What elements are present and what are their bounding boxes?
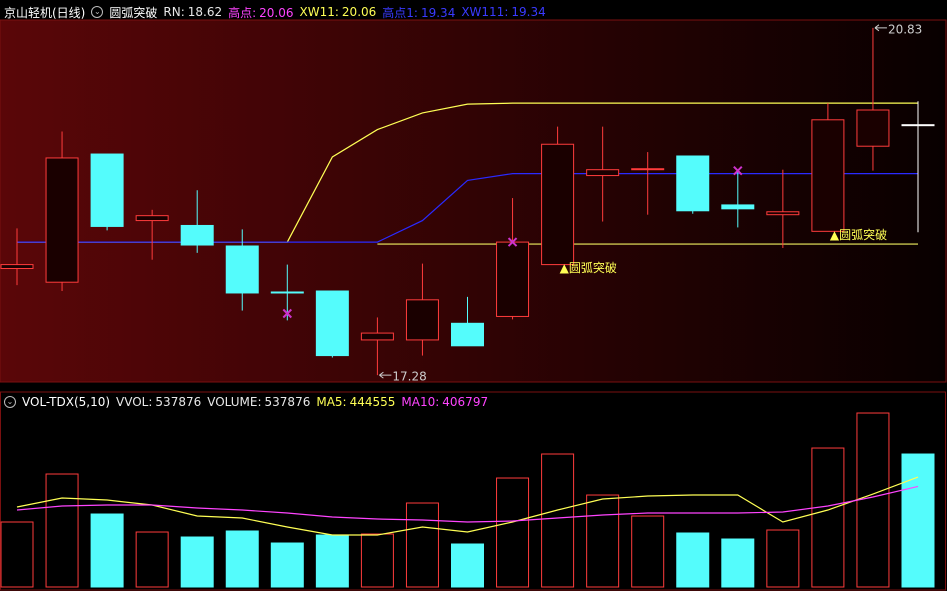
- volume-bar: [586, 494, 620, 588]
- legend-item: RN: 18.62: [163, 5, 222, 19]
- volume-bar: [766, 529, 800, 588]
- legend-value: 18.62: [187, 5, 223, 19]
- indicator-icon: ⌄: [4, 396, 16, 408]
- candle-body: [856, 109, 890, 147]
- volume-bar: [0, 521, 34, 588]
- volume-bar: [901, 453, 935, 588]
- legend-name: MA5:: [316, 395, 347, 409]
- candle-body: [45, 157, 79, 283]
- cross-mark: [507, 237, 518, 247]
- volume-bar: [45, 473, 79, 588]
- legend-name: VVOL:: [116, 395, 153, 409]
- volume-bar: [496, 477, 530, 588]
- legend-item: VVOL: 537876: [116, 395, 201, 409]
- legend-value: 537876: [264, 395, 311, 409]
- label-arrow: [379, 371, 392, 379]
- high-label: 20.83: [888, 22, 922, 36]
- legend-item: 高点: 20.06: [228, 4, 293, 21]
- cross-mark: [282, 308, 293, 319]
- candle-body: [721, 204, 755, 210]
- legend-name: XW111:: [461, 5, 509, 19]
- legend-item: XW111: 19.34: [461, 5, 545, 19]
- candle-body: [315, 290, 349, 357]
- chart-subtitle: 圆弧突破: [109, 5, 158, 20]
- legend-name: XW11:: [299, 5, 339, 19]
- candle-body: [451, 322, 484, 347]
- volume-bar: [721, 538, 755, 588]
- volume-bar: [451, 543, 484, 588]
- candle-body: [90, 153, 124, 227]
- signal-label: ▲圆弧突破: [560, 260, 617, 275]
- volume-bar: [360, 533, 394, 588]
- chart-title: 京山轻机(日线): [4, 5, 86, 20]
- legend-value: 406797: [442, 395, 489, 409]
- volume-bar: [405, 502, 439, 588]
- candle-body: [360, 332, 394, 341]
- candle-body: [405, 299, 439, 341]
- candle-body: [180, 224, 214, 246]
- volume-bar: [270, 542, 304, 588]
- label-arrow: [874, 24, 887, 32]
- candle-body: [586, 169, 620, 177]
- legend-item: 高点1: 19.34: [382, 4, 455, 21]
- legend-value: 20.06: [259, 5, 294, 20]
- candle-body: [631, 168, 665, 171]
- chart-title: VOL-TDX(5,10): [22, 395, 111, 409]
- indicator-line: [17, 173, 918, 243]
- candle-body: [496, 241, 530, 317]
- candle-body: [766, 211, 800, 216]
- candle-body: [676, 155, 710, 212]
- volume-bar: [180, 536, 214, 588]
- candle-body: [270, 291, 304, 294]
- legend-value: 19.34: [511, 5, 546, 19]
- candle-body: [541, 143, 575, 266]
- candle-body: [135, 215, 169, 222]
- legend-value: 444555: [349, 395, 396, 409]
- candle-body: [0, 264, 34, 270]
- legend-item: XW11: 20.06: [300, 5, 377, 19]
- volume-bar: [631, 515, 665, 588]
- legend-name: MA10:: [401, 395, 440, 409]
- volume-bar: [676, 532, 710, 588]
- low-label: 17.28: [392, 370, 426, 384]
- volume-header: ⌄ VOL-TDX(5,10) VVOL: 537876 VOLUME: 537876 MA…: [4, 394, 488, 410]
- volume-bar: [135, 531, 169, 588]
- cross-mark: [733, 165, 743, 176]
- legend-name: 高点1:: [382, 5, 418, 20]
- legend-name: 高点:: [228, 5, 257, 20]
- legend-name: VOLUME:: [207, 395, 262, 409]
- volume-bar: [541, 453, 575, 588]
- candle-body: [225, 245, 259, 294]
- ma-line: [16, 485, 919, 523]
- candle-body: [901, 124, 935, 127]
- legend-item: MA5: 444555: [316, 395, 395, 409]
- volume-bar: [225, 530, 259, 588]
- candle-body: [811, 119, 845, 232]
- legend-item: VOLUME: 537876: [207, 395, 310, 409]
- price-header: 京山轻机(日线) ⌄ 圆弧突破 RN: 18.62 高点: 20.06 XW11: 20.06 高…: [4, 4, 546, 20]
- volume-bar: [315, 534, 349, 588]
- volume-bar: [811, 447, 845, 588]
- indicator-icon: ⌄: [91, 6, 104, 18]
- volume-bar: [856, 412, 890, 588]
- signal-label: ▲圆弧突破: [830, 227, 887, 242]
- legend-value: 537876: [155, 395, 202, 409]
- volume-bar: [90, 513, 124, 588]
- ma-line: [16, 476, 919, 536]
- legend-value: 20.06: [341, 5, 377, 19]
- legend-value: 19.34: [420, 5, 456, 20]
- legend-item: MA10: 406797: [401, 395, 488, 409]
- price-panel: [0, 19, 947, 383]
- legend-name: RN:: [163, 5, 185, 19]
